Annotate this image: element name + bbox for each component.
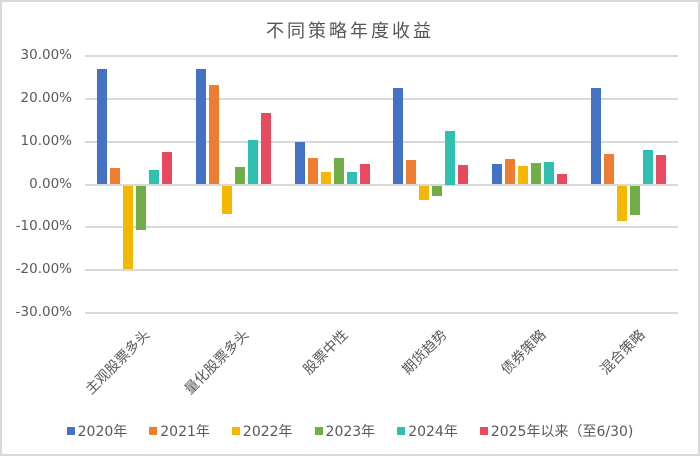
bar <box>333 157 344 185</box>
legend-label: 2020年 <box>77 424 128 440</box>
gridline <box>85 226 678 229</box>
bar <box>221 185 232 214</box>
legend-item: 2021年 <box>149 421 210 441</box>
bar <box>432 185 443 196</box>
legend-swatch-icon <box>314 427 323 435</box>
bar <box>135 185 146 231</box>
gridline <box>85 183 678 186</box>
bar <box>247 140 258 185</box>
gridline <box>85 140 678 143</box>
bar <box>544 161 555 185</box>
bar <box>656 155 667 185</box>
legend-item: 2020年 <box>66 421 128 441</box>
legend-label: 2023年 <box>325 424 376 440</box>
legend-swatch-icon <box>397 427 406 435</box>
legend-label: 2022年 <box>242 424 293 440</box>
bar <box>505 159 516 185</box>
bar <box>148 169 159 185</box>
bar <box>419 185 430 200</box>
bar <box>359 163 370 185</box>
y-axis-tick-label: 10.00% <box>20 132 72 149</box>
legend-item: 2023年 <box>314 421 376 441</box>
legend: 2020年 2021年 2022年 2023年 2024年 2025年以来（至6/30) <box>0 421 700 441</box>
chart-title: 不同策略年度收益 <box>266 21 434 42</box>
y-axis-tick-label: 30.00% <box>20 47 72 64</box>
x-axis-category-label: 主观股票多头 <box>83 327 154 398</box>
gridline <box>85 311 678 314</box>
bar <box>122 185 133 270</box>
bar <box>531 162 542 185</box>
legend-label: 2025年以来（至6/30) <box>490 424 634 440</box>
x-axis-category-label: 股票中性 <box>300 327 352 379</box>
x-axis-category-label: 混合策略 <box>597 327 649 379</box>
bar <box>260 113 271 185</box>
bar <box>307 157 318 185</box>
bar <box>630 185 641 216</box>
bar <box>393 87 404 185</box>
gridline <box>85 97 678 100</box>
legend-item: 2022年 <box>231 421 293 441</box>
bar <box>109 168 120 185</box>
bar <box>161 152 172 185</box>
bar <box>445 131 456 185</box>
legend-item: 2024年 <box>397 421 458 441</box>
bar <box>557 173 568 185</box>
bar <box>208 85 219 185</box>
bar <box>406 159 417 185</box>
gridline <box>85 269 678 272</box>
bar <box>458 165 469 185</box>
x-axis-category-label: 债券策略 <box>498 327 550 379</box>
legend-item: 2025年以来（至6/30) <box>479 421 634 441</box>
bar <box>604 154 615 185</box>
bar <box>96 69 107 185</box>
x-axis-category-label: 量化股票多头 <box>181 327 253 398</box>
y-axis-tick-label: -10.00% <box>15 218 72 235</box>
bar <box>195 68 206 185</box>
bar <box>617 185 628 222</box>
legend-swatch-icon <box>479 427 488 435</box>
bar <box>643 150 654 185</box>
y-axis-tick-label: -30.00% <box>15 303 72 320</box>
y-axis-tick-label: 0.00% <box>29 175 72 192</box>
y-axis-tick-label: -20.00% <box>15 261 72 278</box>
legend-label: 2021年 <box>160 424 210 440</box>
bar <box>591 87 602 185</box>
bar <box>320 172 331 185</box>
legend-label: 2024年 <box>408 424 458 440</box>
y-axis-tick-label: 20.00% <box>20 89 72 106</box>
legend-swatch-icon <box>66 427 75 435</box>
gridline <box>85 55 678 58</box>
bar <box>294 142 305 185</box>
bar <box>346 172 357 185</box>
legend-swatch-icon <box>149 427 158 435</box>
bar <box>234 166 245 185</box>
bar <box>492 163 503 185</box>
bar <box>518 165 529 185</box>
legend-swatch-icon <box>231 427 240 435</box>
x-axis-category-label: 期货趋势 <box>399 327 451 379</box>
